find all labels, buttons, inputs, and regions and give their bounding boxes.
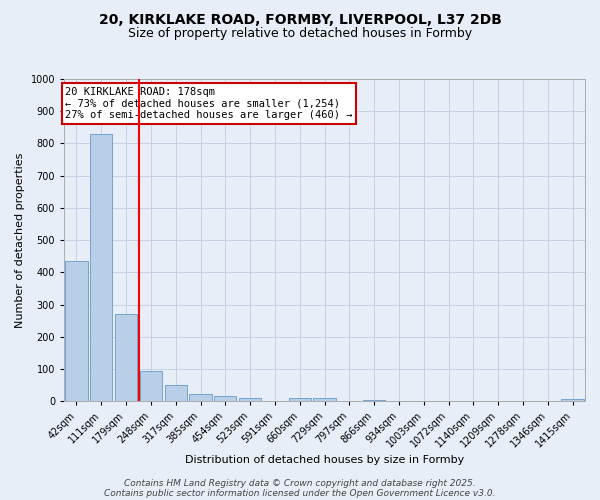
Bar <box>190 394 212 401</box>
Bar <box>239 398 261 401</box>
Y-axis label: Number of detached properties: Number of detached properties <box>15 152 25 328</box>
Bar <box>90 134 112 401</box>
Bar <box>363 400 385 401</box>
Bar <box>140 370 162 401</box>
Text: 20 KIRKLAKE ROAD: 178sqm
← 73% of detached houses are smaller (1,254)
27% of sem: 20 KIRKLAKE ROAD: 178sqm ← 73% of detach… <box>65 87 353 120</box>
Text: Size of property relative to detached houses in Formby: Size of property relative to detached ho… <box>128 28 472 40</box>
Text: Contains public sector information licensed under the Open Government Licence v3: Contains public sector information licen… <box>104 488 496 498</box>
Text: Contains HM Land Registry data © Crown copyright and database right 2025.: Contains HM Land Registry data © Crown c… <box>124 478 476 488</box>
Bar <box>562 398 584 401</box>
Bar <box>115 314 137 401</box>
Bar <box>214 396 236 401</box>
Bar <box>313 398 336 401</box>
X-axis label: Distribution of detached houses by size in Formby: Distribution of detached houses by size … <box>185 455 464 465</box>
Bar <box>164 385 187 401</box>
Text: 20, KIRKLAKE ROAD, FORMBY, LIVERPOOL, L37 2DB: 20, KIRKLAKE ROAD, FORMBY, LIVERPOOL, L3… <box>98 12 502 26</box>
Bar <box>289 398 311 401</box>
Bar <box>65 261 88 401</box>
